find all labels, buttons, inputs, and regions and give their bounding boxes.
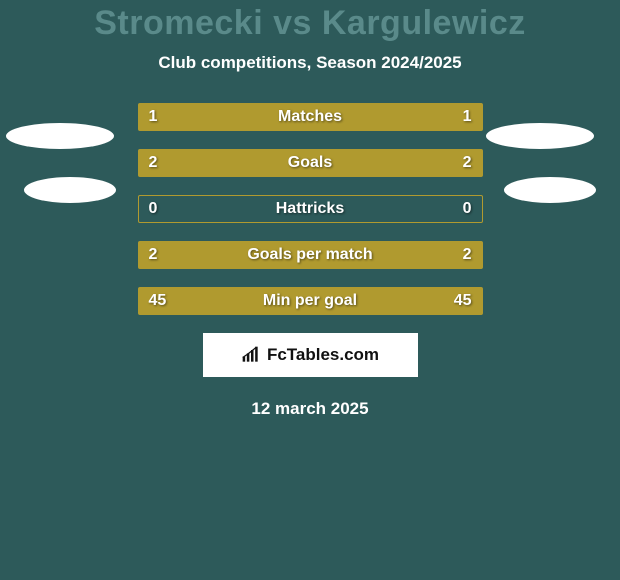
metric-row: 4545Min per goal (138, 287, 483, 315)
decorative-ellipse (504, 177, 596, 203)
header: Stromecki vs Kargulewicz Club competitio… (0, 0, 620, 73)
metric-row: 00Hattricks (138, 195, 483, 223)
metric-label: Goals per match (139, 242, 482, 268)
metric-row: 22Goals (138, 149, 483, 177)
decorative-ellipse (24, 177, 116, 203)
metric-label: Matches (139, 104, 482, 130)
metric-label: Min per goal (139, 288, 482, 314)
bar-chart-icon (241, 346, 261, 364)
date-label: 12 march 2025 (0, 399, 620, 419)
metric-row: 11Matches (138, 103, 483, 131)
decorative-ellipse (6, 123, 114, 149)
metric-row: 22Goals per match (138, 241, 483, 269)
metric-label: Hattricks (139, 196, 482, 222)
page-title: Stromecki vs Kargulewicz (0, 4, 620, 43)
metric-label: Goals (139, 150, 482, 176)
source-badge: FcTables.com (203, 333, 418, 377)
decorative-ellipse (486, 123, 594, 149)
source-badge-text: FcTables.com (267, 345, 379, 365)
page-subtitle: Club competitions, Season 2024/2025 (0, 53, 620, 73)
